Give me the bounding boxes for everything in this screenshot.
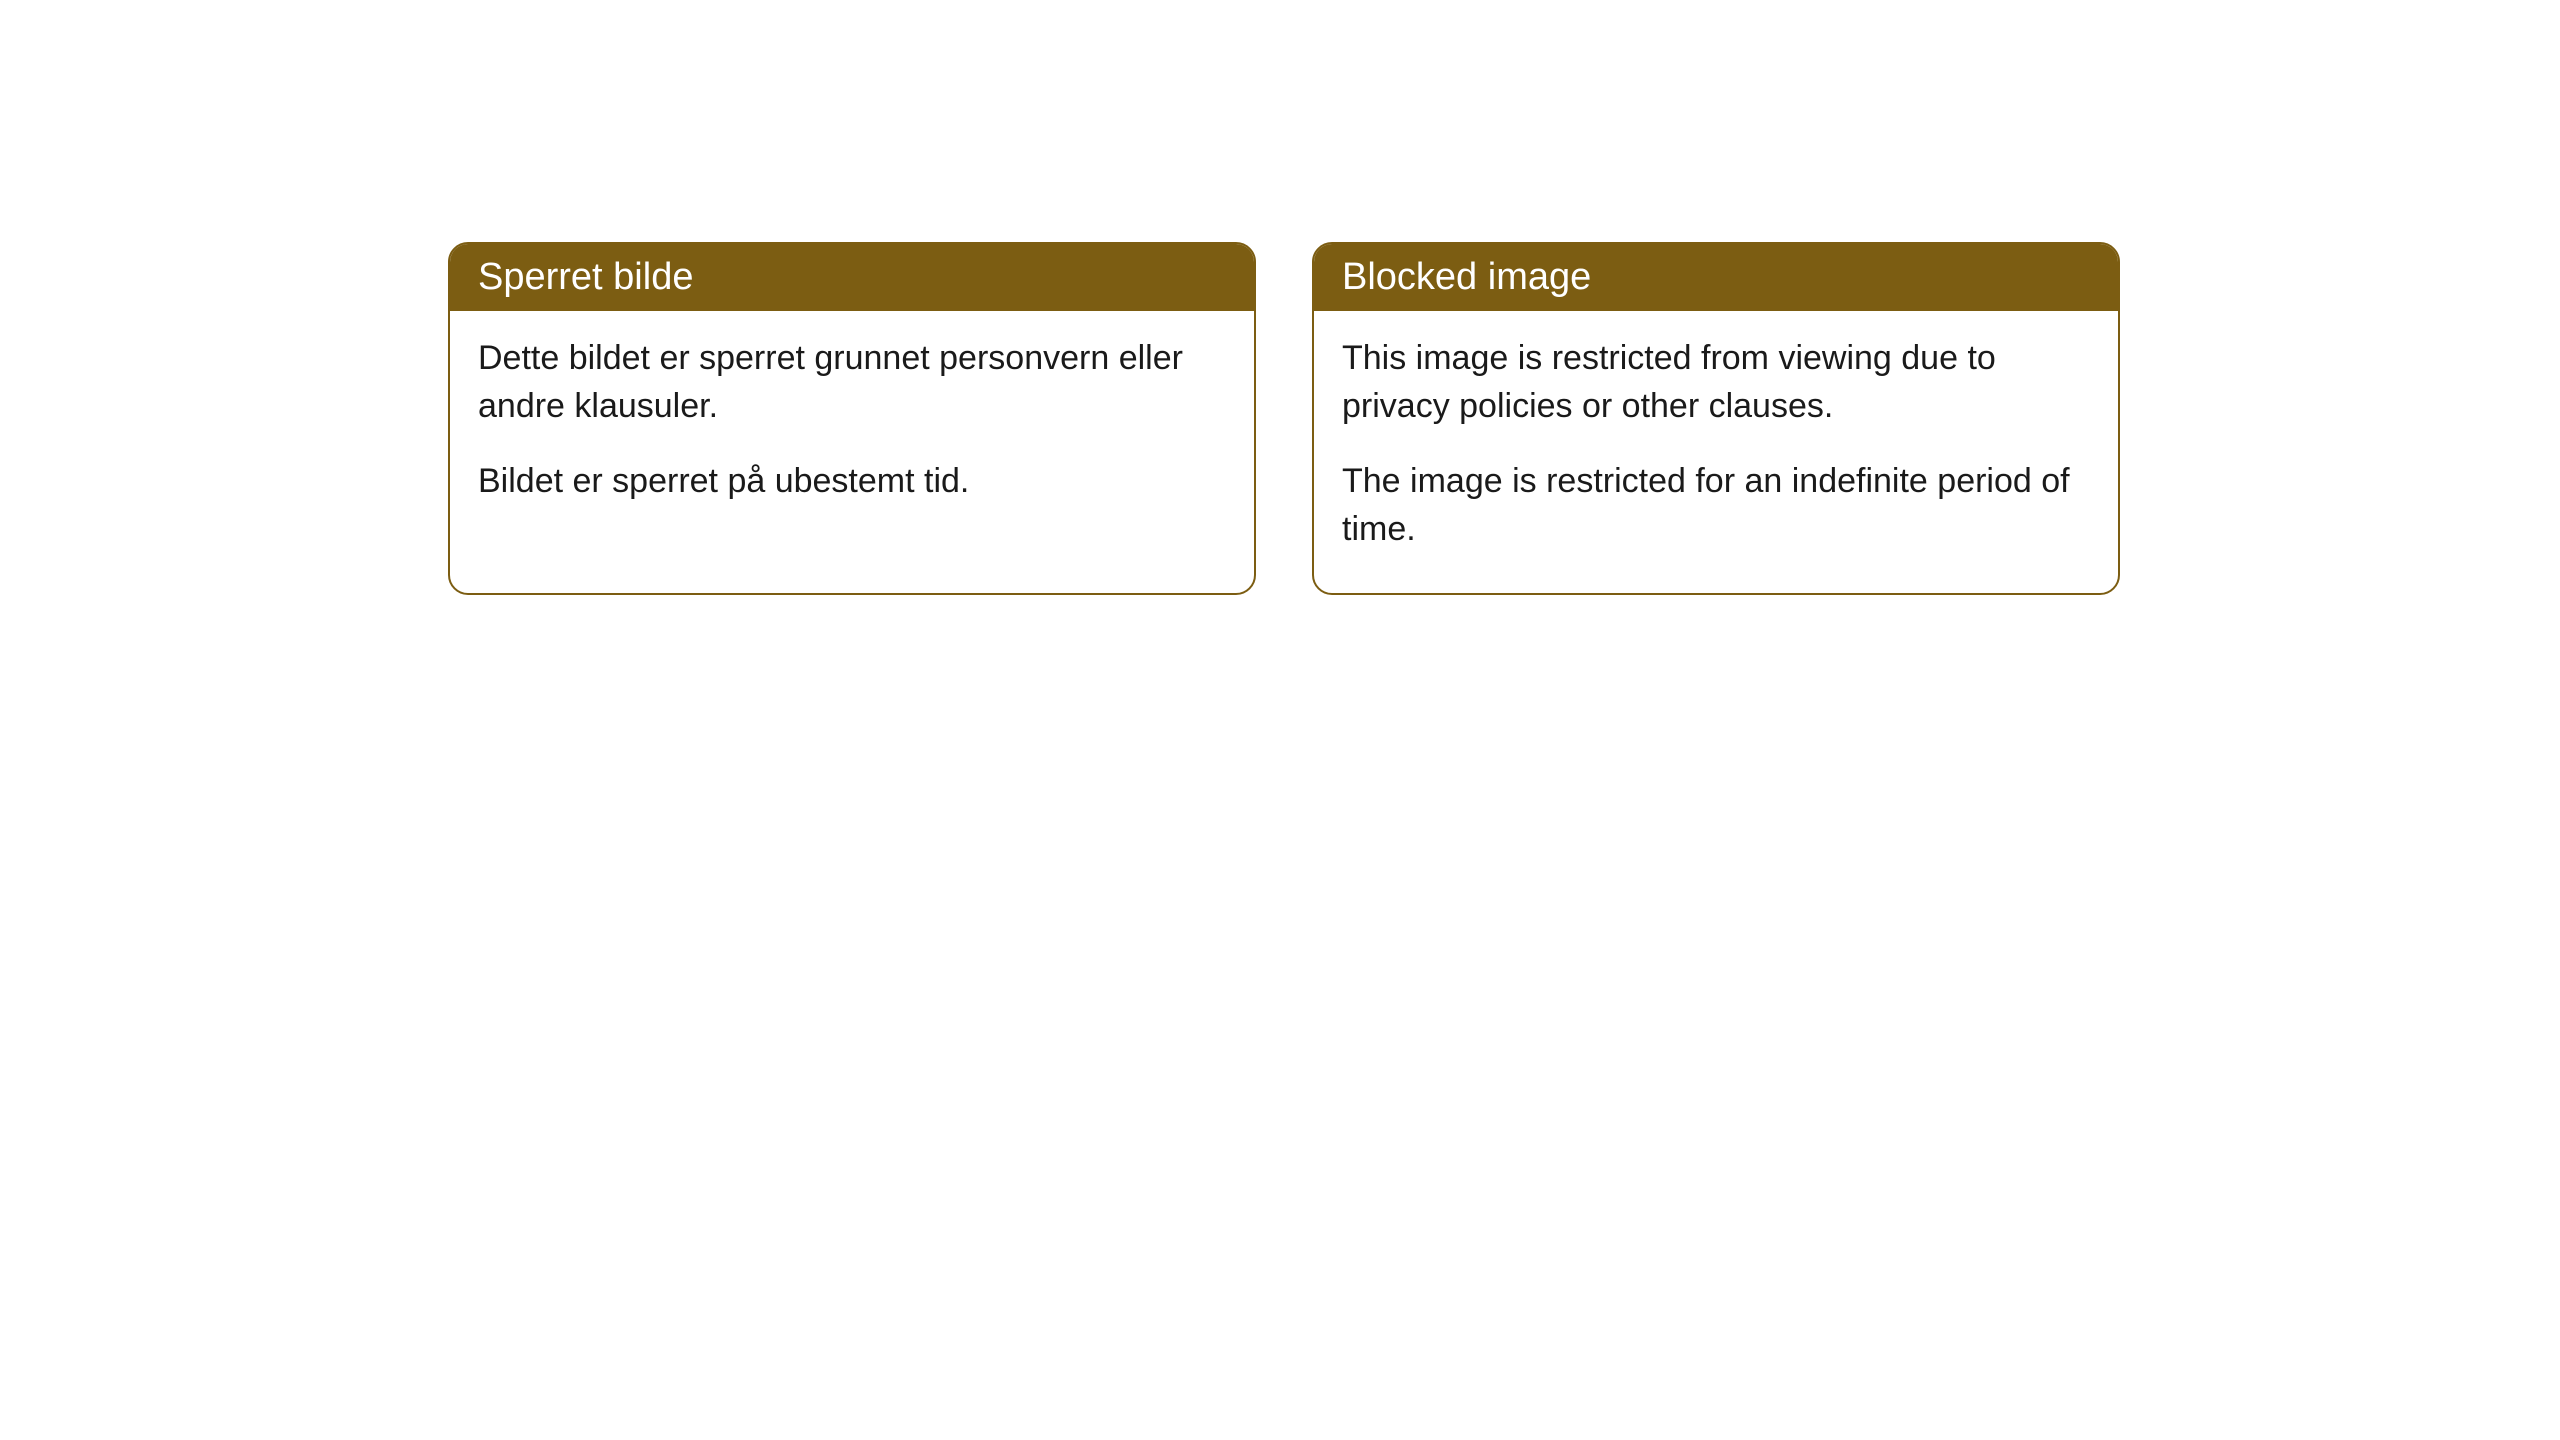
card-body-english: This image is restricted from viewing du… (1314, 311, 2118, 593)
cards-container: Sperret bilde Dette bildet er sperret gr… (448, 242, 2120, 595)
card-paragraph2-english: The image is restricted for an indefinit… (1342, 458, 2090, 553)
card-paragraph2-norwegian: Bildet er sperret på ubestemt tid. (478, 458, 1226, 506)
card-paragraph1-english: This image is restricted from viewing du… (1342, 335, 2090, 430)
card-english: Blocked image This image is restricted f… (1312, 242, 2120, 595)
card-header-norwegian: Sperret bilde (450, 244, 1254, 311)
card-title-english: Blocked image (1342, 256, 1591, 298)
card-body-norwegian: Dette bildet er sperret grunnet personve… (450, 311, 1254, 546)
card-title-norwegian: Sperret bilde (478, 256, 693, 298)
card-norwegian: Sperret bilde Dette bildet er sperret gr… (448, 242, 1256, 595)
card-paragraph1-norwegian: Dette bildet er sperret grunnet personve… (478, 335, 1226, 430)
card-header-english: Blocked image (1314, 244, 2118, 311)
